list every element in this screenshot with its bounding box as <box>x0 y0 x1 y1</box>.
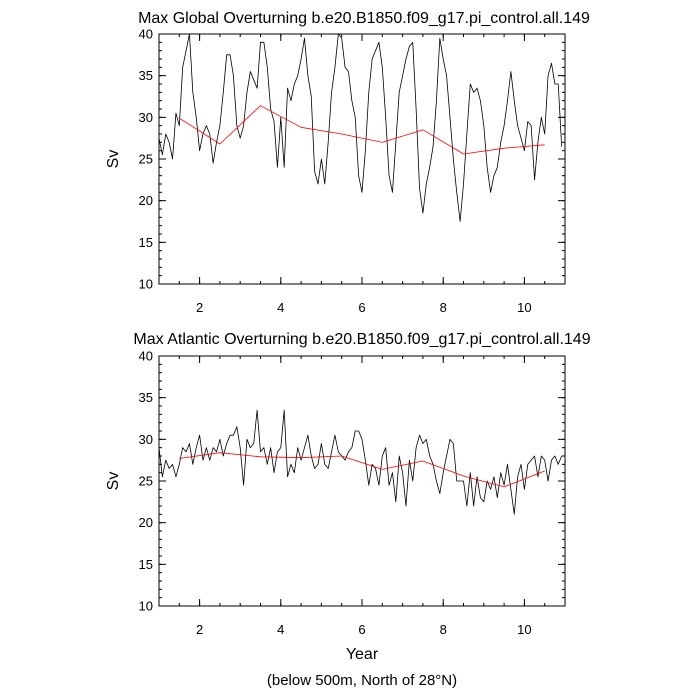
panel2-xlabel: Year <box>346 646 379 663</box>
y-tick-label: 15 <box>139 235 153 250</box>
y-tick-label: 10 <box>139 599 153 614</box>
x-tick-label: 8 <box>440 622 447 637</box>
x-tick-label: 2 <box>196 622 203 637</box>
y-tick-label: 25 <box>139 152 153 167</box>
x-tick-label: 6 <box>358 622 365 637</box>
x-tick-label: 2 <box>196 300 203 315</box>
x-tick-label: 8 <box>440 300 447 315</box>
y-tick-label: 10 <box>139 277 153 292</box>
x-tick-label: 10 <box>517 622 531 637</box>
y-tick-label: 40 <box>139 349 153 364</box>
y-tick-label: 35 <box>139 68 153 83</box>
series-line-annual-mean <box>179 452 545 488</box>
panel1-ylabel: Sv <box>105 150 122 169</box>
panel-global-overturning: 2 4 6 8 10 10 15 20 25 30 35 40 <box>139 27 566 315</box>
y-tick-label: 30 <box>139 110 153 125</box>
y-tick-label: 20 <box>139 193 153 208</box>
y-tick-label: 25 <box>139 474 153 489</box>
panel1-title: Max Global Overturning b.e20.B1850.f09_g… <box>138 10 590 27</box>
y-tick-label: 35 <box>139 390 153 405</box>
footnote: (below 500m, North of 28°N) <box>267 672 457 689</box>
x-tick-label: 4 <box>277 300 284 315</box>
series-line-monthly <box>158 33 563 222</box>
y-tick-label: 30 <box>139 432 153 447</box>
x-tick-label: 4 <box>277 622 284 637</box>
y-tick-label: 20 <box>139 515 153 530</box>
panel2-ylabel: Sv <box>105 472 122 491</box>
series-line-monthly <box>158 409 563 515</box>
x-tick-label: 10 <box>517 300 531 315</box>
y-tick-label: 40 <box>139 27 153 42</box>
series-line-annual-mean <box>179 105 545 155</box>
panel2-title: Max Atlantic Overturning b.e20.B1850.f09… <box>133 331 590 348</box>
panel-atlantic-overturning: 2 4 6 8 10 10 15 20 25 30 35 40 <box>139 349 566 637</box>
x-tick-label: 6 <box>358 300 365 315</box>
y-tick-label: 15 <box>139 557 153 572</box>
